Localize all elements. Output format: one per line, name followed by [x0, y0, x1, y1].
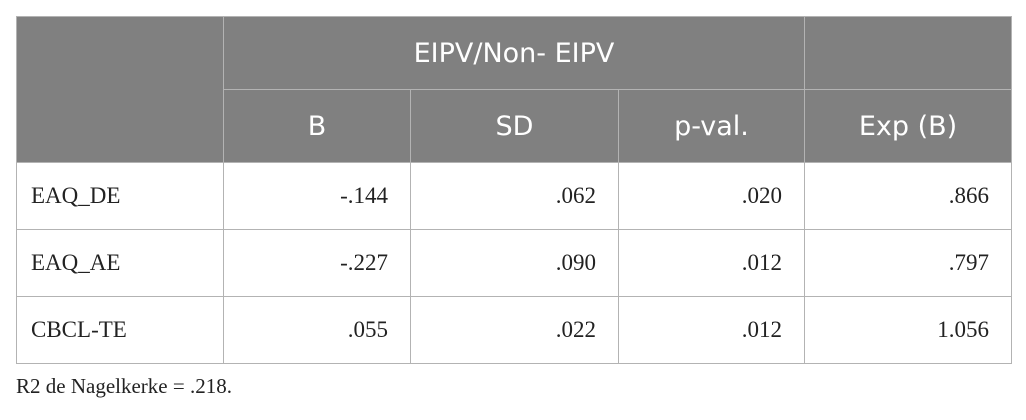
cell-b: -.227: [223, 229, 411, 297]
column-header-p-value: p-val.: [617, 89, 806, 163]
top-right-header-cell: [804, 16, 1013, 90]
group-header-eipv: EIPV/Non- EIPV: [222, 16, 806, 90]
column-header-sd: SD: [410, 89, 619, 163]
row-label: EAQ_AE: [16, 229, 224, 297]
cell-p-value: .012: [617, 296, 806, 364]
cell-exp-b: .797: [804, 229, 1013, 297]
cell-b: -.144: [223, 162, 411, 230]
cell-sd: .022: [410, 296, 619, 364]
corner-header-cell: [16, 16, 224, 163]
table-row: EAQ_AE -.227 .090 .012 .797: [16, 229, 1013, 297]
cell-sd: .090: [410, 229, 619, 297]
regression-table: EIPV/Non- EIPV B SD p-val. Exp (B) EAQ_D…: [16, 16, 1013, 364]
row-label: CBCL-TE: [16, 296, 224, 364]
cell-p-value: .012: [617, 229, 806, 297]
group-header-row: EIPV/Non- EIPV: [16, 16, 1013, 163]
cell-b: .055: [223, 296, 411, 364]
table-row: CBCL-TE .055 .022 .012 1.056: [16, 296, 1013, 364]
column-header-b: B: [223, 89, 411, 163]
row-label: EAQ_DE: [16, 162, 224, 230]
cell-exp-b: .866: [804, 162, 1013, 230]
cell-p-value: .020: [617, 162, 806, 230]
column-header-exp-b: Exp (B): [804, 89, 1013, 163]
table-row: EAQ_DE -.144 .062 .020 .866: [16, 162, 1013, 230]
column-header-row: B SD p-val. Exp (B): [17, 89, 1013, 163]
cell-exp-b: 1.056: [804, 296, 1013, 364]
table-footnote: R2 de Nagelkerke = .218.: [16, 374, 232, 398]
cell-sd: .062: [410, 162, 619, 230]
